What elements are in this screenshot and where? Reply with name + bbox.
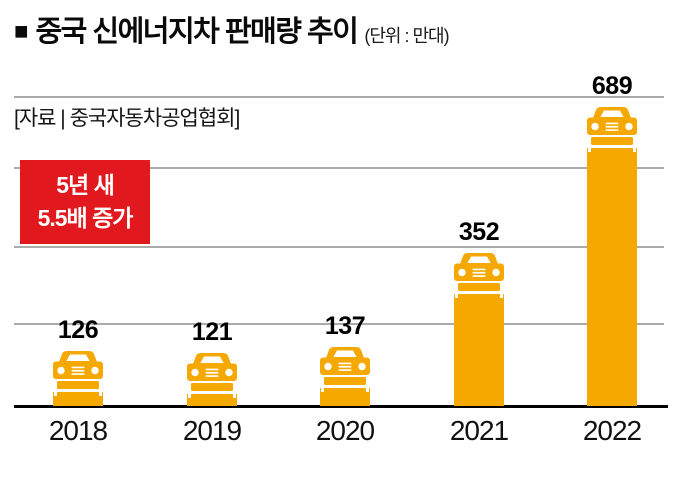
bar-column [187, 394, 237, 406]
value-label: 121 [191, 318, 233, 346]
bar-2018 [53, 351, 103, 406]
car-front-icon [320, 347, 370, 388]
badge-line-2: 5.5배 증가 [37, 205, 134, 231]
bar-2021 [454, 253, 504, 406]
chart-header: ■ 중국 신에너지차 판매량 추이 (단위 : 만대) [14, 14, 450, 50]
value-label: 352 [458, 218, 500, 246]
bar-column [587, 148, 637, 406]
bar-2022 [587, 107, 637, 406]
bar-column [53, 392, 103, 406]
horizontal-gridline [14, 167, 664, 169]
bar-column [454, 294, 504, 406]
horizontal-gridline [14, 96, 664, 98]
page-title: 중국 신에너지차 판매량 추이 [35, 16, 359, 48]
horizontal-gridline [14, 246, 664, 248]
value-label: 126 [57, 316, 99, 344]
value-label: 137 [324, 312, 366, 340]
value-label: 689 [591, 72, 633, 100]
car-front-icon [187, 353, 237, 394]
growth-callout-badge: 5년 새 5.5배 증가 [20, 160, 150, 244]
bar-2019 [187, 353, 237, 406]
badge-line-1: 5년 새 [56, 172, 115, 198]
horizontal-gridline [14, 323, 664, 325]
x-tick-label-2022: 2022 [582, 415, 642, 446]
car-front-icon [587, 107, 637, 148]
car-front-icon [53, 351, 103, 392]
car-front-icon [454, 253, 504, 294]
x-axis-line [14, 405, 668, 408]
bar-2020 [320, 347, 370, 406]
x-tick-label-2020: 2020 [315, 415, 375, 446]
title-bullet-square: ■ [14, 18, 29, 45]
x-tick-label-2019: 2019 [182, 415, 242, 446]
x-tick-label-2018: 2018 [48, 415, 108, 446]
bar-column [320, 388, 370, 406]
x-tick-label-2021: 2021 [449, 415, 509, 446]
source-credit: [자료 | 중국자동차공업협회] [14, 107, 240, 130]
unit-label: (단위 : 만대) [364, 25, 449, 46]
